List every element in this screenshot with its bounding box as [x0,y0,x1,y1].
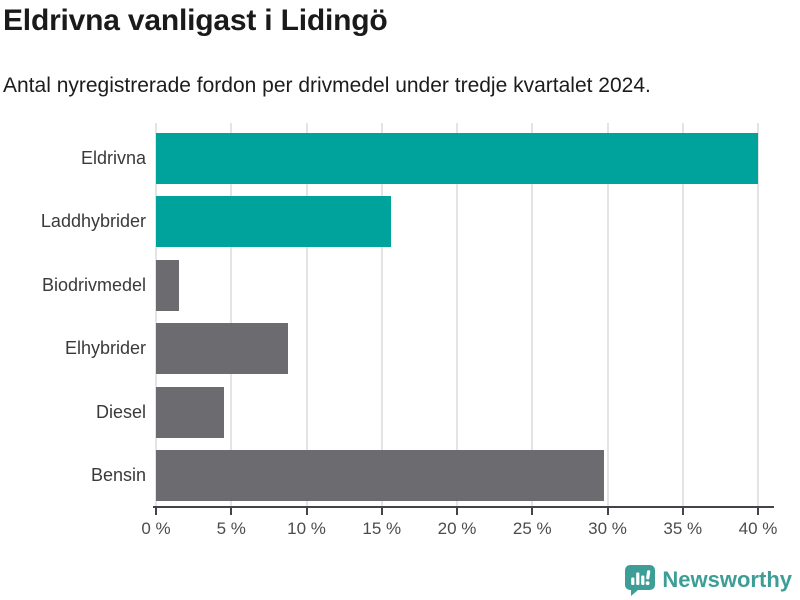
category-label-laddhybrider: Laddhybrider [40,211,146,232]
category-label-eldrivna: Eldrivna [80,148,146,168]
x-tick-30 [606,508,609,515]
x-tick-label-10: 10 % [287,519,326,538]
bar-bensin [156,450,605,501]
bar-laddhybrider [156,196,391,248]
bar-elhybrider [156,323,289,375]
gridline-10 [305,123,308,507]
x-tick-label-20: 20 % [437,519,477,538]
x-tick-20 [456,508,458,515]
gridline-20 [456,123,458,507]
gridline-35 [681,123,684,507]
page-title: Eldrivna vanligast i Lidingö [3,4,388,37]
newsworthy-logo-icon [625,565,656,596]
x-tick-label-15: 15 % [362,519,402,538]
x-tick-35 [681,508,684,515]
gridline-40 [757,123,759,507]
category-label-diesel: Diesel [95,401,146,422]
brand-name: Newsworthy [662,567,792,592]
x-tick-label-25: 25 % [512,519,552,538]
category-label-bensin: Bensin [90,465,146,485]
x-tick-label-30: 30 % [588,519,627,538]
x-tick-label-35: 35 % [663,519,703,538]
brand-footer: Newsworthy [623,564,792,596]
category-axis: Eldrivna Laddhybrider Biodrivmedel Elhybrid… [0,123,146,507]
bar-eldrivna [156,133,758,184]
x-tick-0 [155,508,157,515]
gridline-0 [155,123,157,507]
x-tick-15 [380,508,383,515]
x-tick-40 [757,508,759,515]
page-subtitle: Antal nyregistrerade fordon per drivmede… [3,74,651,97]
category-label-elhybrider: Elhybrider [64,338,146,359]
bar-biodrivmedel [156,259,179,311]
x-axis: 0 % 5 % 10 % 15 % 20 % 25 % 30 % 35 % 40 % [141,508,777,548]
x-tick-10 [305,508,308,515]
x-tick-label-0: 0 % [141,519,171,538]
bar-diesel [156,386,224,438]
x-tick-5 [230,508,233,515]
x-tick-label-40: 40 % [738,519,778,538]
gridline-30 [606,123,609,507]
gridline-25 [531,123,534,507]
x-tick-label-5: 5 % [216,519,246,538]
x-tick-25 [531,508,534,515]
x-axis-line [153,506,774,508]
gridline-15 [380,123,383,507]
category-label-biodrivmedel: Biodrivmedel [41,274,146,295]
gridline-5 [230,123,233,507]
plot-area [155,123,759,507]
